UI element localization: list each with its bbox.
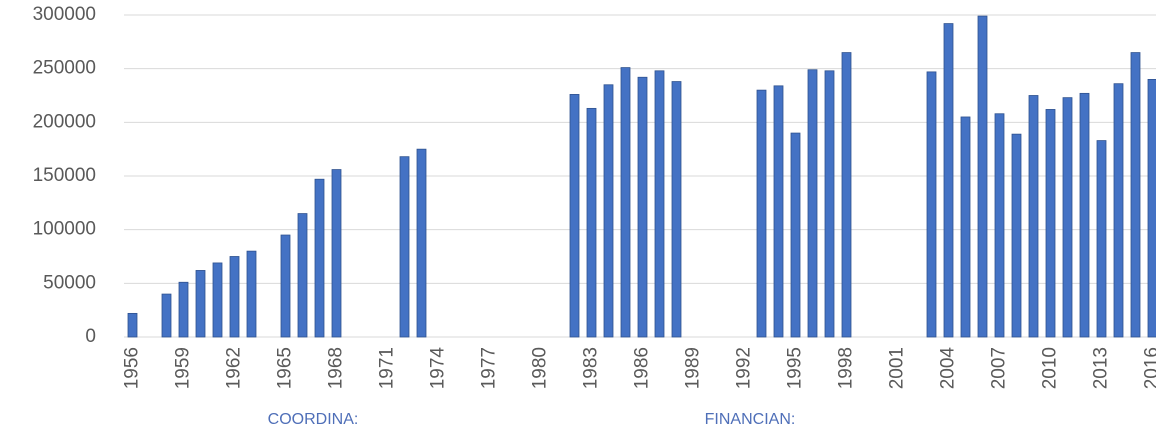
bar <box>841 52 852 338</box>
bar <box>671 81 682 338</box>
bar <box>314 178 325 338</box>
bar <box>654 70 665 338</box>
bar <box>994 113 1005 338</box>
bar <box>280 234 291 338</box>
x-tick-label: 2016 <box>1142 347 1156 389</box>
x-tick-label: 1986 <box>632 347 653 389</box>
bar <box>416 148 427 338</box>
annotation: FINANCIAN: <box>705 411 796 428</box>
x-tick-label: 1983 <box>581 347 602 389</box>
y-tick-label: 0 <box>85 326 96 347</box>
bar <box>1096 140 1107 338</box>
x-tick-label: 1974 <box>428 347 449 390</box>
x-tick-label: 1980 <box>530 347 551 389</box>
bar <box>943 23 954 338</box>
bar <box>1045 109 1056 338</box>
x-tick-label: 1977 <box>479 347 500 389</box>
y-tick-label: 250000 <box>33 58 96 79</box>
annotation: COORDINA: <box>268 411 359 428</box>
bar <box>773 85 784 338</box>
x-tick-label: 1956 <box>122 347 143 389</box>
bar <box>586 107 597 338</box>
y-tick-label: 50000 <box>43 272 96 293</box>
bar <box>977 15 988 338</box>
x-tick-label: 1962 <box>224 347 245 389</box>
bar <box>1113 83 1124 338</box>
x-tick-label: 1995 <box>785 347 806 389</box>
bar <box>807 69 818 338</box>
x-tick-label: 1968 <box>326 347 347 389</box>
bar <box>178 281 189 338</box>
bar <box>195 270 206 338</box>
bar <box>297 213 308 338</box>
x-tick-label: 1998 <box>836 347 857 389</box>
bar <box>1130 52 1141 338</box>
bar <box>161 293 172 338</box>
x-tick-label: 1959 <box>173 347 194 389</box>
bar <box>824 70 835 338</box>
y-tick-label: 100000 <box>33 219 96 240</box>
bar <box>127 312 138 338</box>
bar <box>331 169 342 338</box>
bar <box>637 76 648 338</box>
x-tick-label: 2010 <box>1040 347 1061 389</box>
bar <box>960 116 971 338</box>
bar <box>926 71 937 338</box>
bar <box>1028 95 1039 338</box>
bar <box>603 84 614 338</box>
bar <box>1079 92 1090 338</box>
x-tick-label: 2001 <box>887 347 908 389</box>
bar <box>1011 133 1022 338</box>
y-tick-label: 200000 <box>33 111 96 132</box>
bar <box>620 67 631 338</box>
bar <box>569 94 580 338</box>
y-tick-label: 150000 <box>33 165 96 186</box>
bar <box>246 250 257 338</box>
bar <box>756 89 767 338</box>
x-tick-label: 2013 <box>1091 347 1112 389</box>
bar <box>790 132 801 338</box>
bar <box>1147 79 1156 338</box>
bar <box>399 156 410 338</box>
bar <box>212 262 223 338</box>
x-tick-label: 1992 <box>734 347 755 389</box>
x-tick-label: 1971 <box>377 347 398 389</box>
x-tick-label: 1989 <box>683 347 704 389</box>
bar <box>1062 97 1073 338</box>
x-tick-label: 2004 <box>938 347 959 390</box>
x-tick-label: 1965 <box>275 347 296 389</box>
bar <box>229 256 240 338</box>
x-tick-label: 2007 <box>989 347 1010 389</box>
y-tick-label: 300000 <box>33 4 96 25</box>
